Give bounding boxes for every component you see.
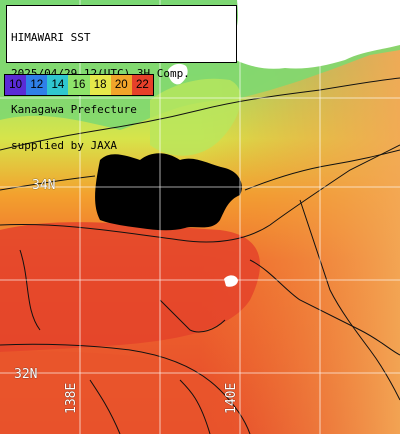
legend-cell: 22 (131, 75, 153, 95)
longitude-label: 138E (64, 382, 79, 414)
south-warm-water (0, 351, 240, 434)
contour-line (0, 144, 400, 243)
title-line: HIMAWARI SST (11, 32, 91, 44)
cloud-mask (95, 153, 242, 231)
legend-cell: 16 (68, 75, 90, 95)
legend-cell: 10 (5, 75, 27, 95)
title-line: supplied by JAXA (11, 140, 117, 152)
legend-cell: 18 (89, 75, 111, 95)
longitude-label: 140E (224, 382, 239, 414)
contour-line (249, 259, 400, 356)
kuroshio-warm-water (0, 222, 260, 352)
title-line: Kanagawa Prefecture (11, 104, 137, 116)
land-area (228, 0, 400, 69)
latitude-label: 32N (14, 367, 38, 382)
contour-line (0, 343, 251, 434)
legend-cell: 14 (47, 75, 69, 95)
contour-line (0, 77, 400, 151)
contour-line (89, 379, 211, 434)
contour-line (299, 199, 400, 401)
temperature-legend: 10 12 14 16 18 20 22 (4, 74, 154, 96)
legend-cell: 12 (26, 75, 48, 95)
title-line: 2025/04/29 12(UTC) 3H Comp. (11, 68, 190, 80)
latitude-label: 34N (32, 178, 56, 193)
land-island (224, 275, 238, 287)
land-peninsula (168, 63, 188, 85)
legend-cell: 20 (110, 75, 132, 95)
title-box: HIMAWARI SST 2025/04/29 12(UTC) 3H Comp.… (6, 5, 237, 152)
contour-line (19, 249, 226, 333)
